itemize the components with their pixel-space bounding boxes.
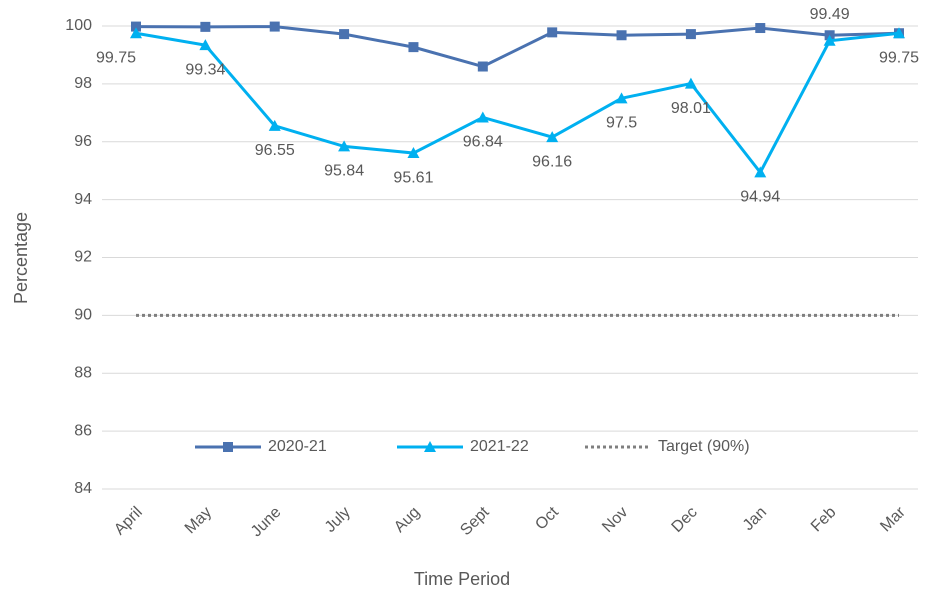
x-tick-label: June bbox=[248, 504, 285, 541]
y-tick-label: 88 bbox=[74, 364, 92, 381]
x-tick-label: Jan bbox=[740, 504, 770, 534]
data-label: 99.49 bbox=[810, 6, 850, 23]
data-label: 97.5 bbox=[606, 115, 637, 132]
data-point bbox=[339, 29, 350, 40]
x-tick-label: Mar bbox=[877, 503, 909, 535]
series-line bbox=[135, 25, 900, 69]
data-point bbox=[131, 21, 141, 32]
data-point bbox=[130, 27, 142, 39]
data-point bbox=[199, 39, 212, 51]
series-line bbox=[135, 31, 900, 176]
legend-label: Target (90%) bbox=[658, 438, 750, 455]
data-label: 99.75 bbox=[879, 49, 919, 66]
y-axis-label: Percentage bbox=[11, 212, 31, 304]
legend-label: 2020-21 bbox=[268, 438, 327, 455]
x-tick-label: Dec bbox=[669, 504, 701, 536]
data-point bbox=[823, 34, 836, 46]
data-point bbox=[615, 92, 628, 104]
y-tick-label: 98 bbox=[74, 75, 92, 92]
data-point bbox=[477, 61, 488, 72]
data-point bbox=[684, 77, 697, 89]
x-tick-label: Nov bbox=[599, 504, 631, 536]
data-point bbox=[547, 27, 558, 38]
x-tick-label: July bbox=[322, 504, 354, 536]
data-point bbox=[893, 27, 905, 39]
data-point bbox=[408, 42, 419, 53]
data-point bbox=[269, 21, 280, 32]
data-label: 94.94 bbox=[740, 189, 780, 206]
data-point bbox=[546, 131, 559, 143]
legend-label: 2021-22 bbox=[470, 438, 529, 455]
y-tick-label: 84 bbox=[74, 480, 92, 497]
y-tick-label: 94 bbox=[74, 191, 92, 208]
data-point bbox=[268, 119, 281, 131]
x-tick-label: May bbox=[182, 504, 215, 537]
x-tick-label: Aug bbox=[391, 504, 423, 536]
x-tick-label: April bbox=[111, 504, 146, 539]
legend-marker bbox=[424, 441, 436, 452]
data-point bbox=[407, 147, 420, 159]
y-tick-label: 100 bbox=[65, 17, 92, 34]
data-label: 99.34 bbox=[185, 61, 225, 78]
x-tick-label: Oct bbox=[532, 503, 562, 533]
y-tick-label: 92 bbox=[74, 249, 92, 266]
data-point bbox=[476, 111, 489, 123]
data-point bbox=[754, 166, 767, 178]
data-point bbox=[200, 21, 211, 32]
y-tick-label: 90 bbox=[74, 307, 92, 324]
data-label: 96.55 bbox=[255, 142, 295, 159]
y-tick-label: 86 bbox=[74, 422, 92, 439]
x-tick-label: Sept bbox=[457, 503, 493, 539]
data-label: 96.16 bbox=[532, 153, 572, 170]
data-point bbox=[755, 23, 766, 34]
data-label: 98.01 bbox=[671, 100, 711, 117]
x-tick-label: Feb bbox=[808, 504, 840, 536]
data-label: 99.75 bbox=[96, 49, 136, 66]
data-point bbox=[616, 30, 627, 41]
data-point bbox=[685, 29, 696, 40]
data-label: 95.61 bbox=[393, 169, 433, 186]
data-label: 96.84 bbox=[463, 134, 503, 151]
data-point bbox=[338, 140, 351, 152]
legend-marker bbox=[223, 442, 233, 452]
x-axis-label: Time Period bbox=[414, 569, 510, 589]
data-label: 95.84 bbox=[324, 163, 364, 180]
y-tick-label: 96 bbox=[74, 133, 92, 150]
